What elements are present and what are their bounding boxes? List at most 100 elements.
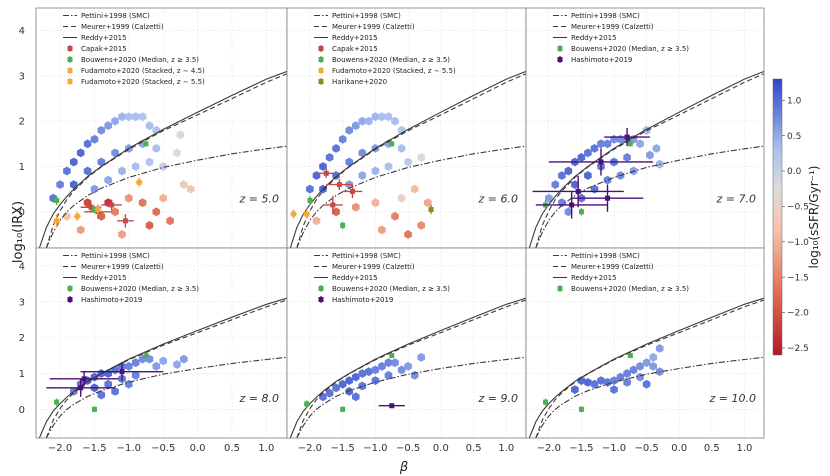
x-tick-label: −2.0 [48, 443, 72, 454]
hexbin-cell [145, 121, 154, 131]
data-marker [578, 208, 584, 216]
marker-point [95, 207, 101, 213]
hexbin-cell [371, 112, 380, 122]
hexbin-cell [131, 162, 140, 171]
panel-content [289, 70, 526, 248]
x-tick-label: 1.0 [736, 443, 752, 454]
relation-line-dashdot [45, 356, 287, 438]
legend-item: Bouwens+2020 (Median, z ≥ 3.5) [318, 285, 450, 293]
data-marker [323, 195, 343, 215]
y-tick-label: 1 [19, 369, 25, 380]
legend-item: Pettini+1998 (SMC) [63, 12, 150, 20]
legend-item: Hashimoto+2019 [557, 56, 632, 64]
data-marker [571, 184, 644, 212]
panel-1: 0 1 2 3 4 Pettini+1998 (SMC) Meurer+1999 (Calz… [19, 7, 288, 249]
hexbin-cell [173, 148, 181, 158]
y-tick-label: 3 [19, 71, 25, 82]
hexbin-cell [642, 379, 651, 389]
marker-point [54, 218, 60, 224]
hexbin [306, 112, 432, 239]
hexbin-cell [152, 144, 161, 153]
hexbin-cell [118, 230, 126, 239]
hexbin-cell [417, 153, 426, 162]
data-marker [342, 184, 363, 199]
hexbin-cell [371, 376, 380, 385]
legend-label: Meurer+1999 (Calzetti) [332, 23, 415, 31]
hexbin-cell [571, 385, 579, 394]
panel-6: −2.0 −1.5 −1.0 −0.5 0.0 0.5 1.0 Pettini+1998 (S… [525, 247, 765, 454]
hexbin-cell [358, 171, 367, 180]
hexbin-cell [397, 365, 406, 375]
hexbin-cell [97, 390, 106, 400]
data-marker [627, 353, 633, 359]
colorbar-tick-label: −2.5 [787, 344, 809, 354]
legend-marker [318, 79, 324, 84]
hexbin-cell [176, 130, 185, 140]
legend-marker [557, 57, 563, 62]
data-marker [389, 141, 395, 147]
hexbin-cell [610, 376, 618, 385]
hexbin-cell [332, 144, 340, 153]
panel-content [528, 70, 764, 248]
legend: Pettini+1998 (SMC) Meurer+1999 (Calzetti)… [63, 252, 199, 304]
panel-content [38, 297, 287, 438]
legend-label: Meurer+1999 (Calzetti) [81, 263, 164, 271]
hexbin-cell [83, 139, 92, 149]
legend-marker [67, 297, 73, 302]
marker-point [143, 353, 149, 359]
panel-content [289, 297, 526, 438]
redshift-label: z = 5.0 [239, 193, 279, 206]
hexbin-cell [76, 225, 85, 235]
data-marker [304, 400, 310, 408]
legend-label: Capak+2015 [332, 45, 378, 53]
legend-label: Hashimoto+2019 [81, 296, 142, 304]
legend-label: Reddy+2015 [571, 34, 617, 42]
panel-2: Pettini+1998 (SMC) Meurer+1999 (Calzetti)… [286, 7, 527, 249]
hexbin-cell [597, 376, 605, 385]
hexbin-cell [610, 385, 618, 394]
hexbin-cell [636, 139, 644, 149]
gridlines [287, 248, 526, 438]
relation-line-solid [289, 297, 526, 438]
legend-label: Pettini+1998 (SMC) [571, 12, 640, 20]
panel-background [287, 248, 526, 438]
colorbar-tick-label: −1.5 [787, 273, 809, 283]
hexbin-cell [616, 372, 625, 382]
redshift-label: z = 8.0 [239, 392, 279, 405]
marker-point [578, 406, 584, 412]
hexbin-cell [152, 361, 161, 371]
markers [46, 353, 164, 413]
gridlines [526, 248, 764, 438]
legend-item: Reddy+2015 [314, 274, 378, 282]
panel-4: 0 1 2 3 4 −2.0 −1.5 −1.0 −0.5 0.0 0.5 1.0 Pettini+19… [19, 247, 288, 454]
hexbin-cell [623, 369, 631, 378]
marker-point [78, 385, 84, 391]
x-axis-label: β [399, 460, 408, 475]
hexbin-cell [417, 352, 426, 362]
marker-point [624, 134, 630, 140]
data-marker [143, 353, 149, 359]
x-tick-label: −1.0 [363, 443, 387, 454]
hexbin-cell [124, 193, 133, 203]
relation-line-solid [528, 297, 764, 438]
hexbin-cell [584, 171, 592, 180]
relation-line-dashdot [296, 356, 526, 438]
hexbin-cell [97, 125, 106, 135]
hexbin-cell [371, 166, 380, 176]
legend-label: Harikane+2020 [332, 78, 387, 86]
hexbin-cell [584, 378, 592, 387]
hexbin-cell [649, 352, 658, 362]
hexbin-cell [649, 361, 658, 371]
relation-line-dashed [45, 299, 287, 438]
legend-label: Fudamoto+2020 (Stacked, z ∼ 4.5) [81, 67, 205, 75]
data-marker [80, 362, 164, 381]
marker-point [330, 202, 336, 208]
data-marker [389, 353, 395, 359]
hexbin-cell [159, 193, 168, 203]
y-tick-label: 3 [19, 297, 25, 308]
legend-item: Reddy+2015 [63, 34, 127, 42]
hexbin-cell [338, 379, 347, 389]
colorbar-tick-label: −2.0 [787, 309, 809, 319]
hexbin-cell [332, 207, 340, 217]
